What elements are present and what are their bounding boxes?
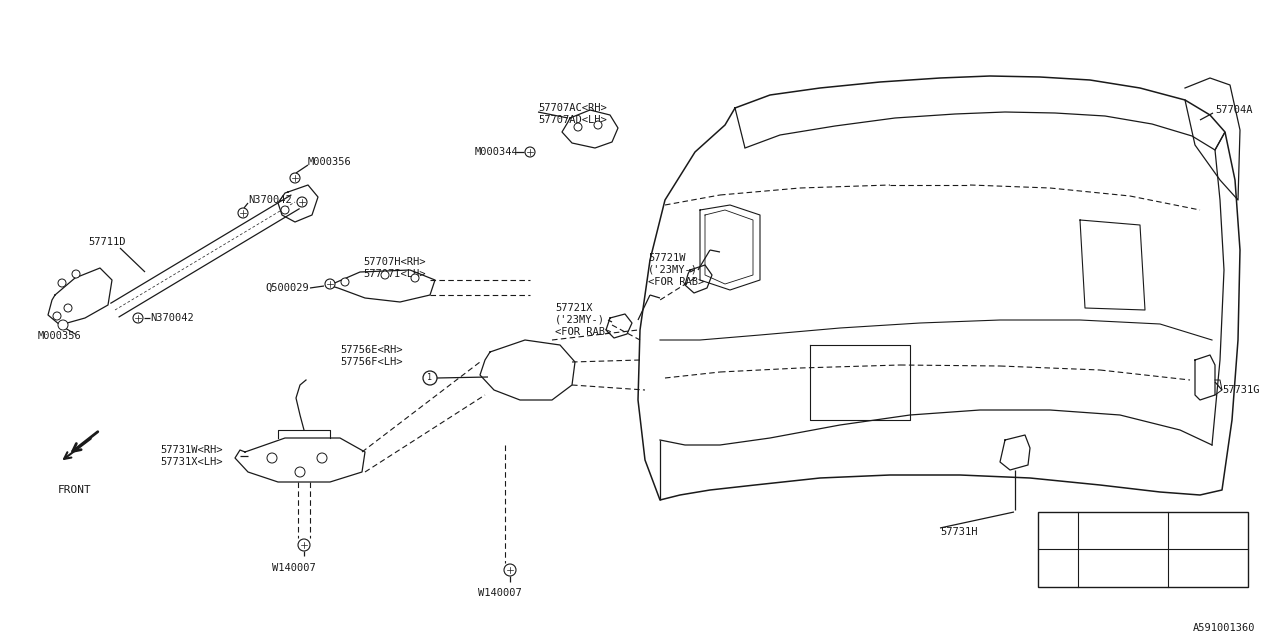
Circle shape (317, 453, 326, 463)
Text: Q500029: Q500029 (265, 283, 308, 293)
Text: 1: 1 (428, 374, 433, 383)
Text: 57707AD<LH>: 57707AD<LH> (538, 115, 607, 125)
Circle shape (282, 206, 289, 214)
Bar (1038, 512, 1248, 587)
Text: A591001360: A591001360 (1193, 623, 1254, 633)
Text: W140062: W140062 (1085, 525, 1129, 535)
Text: 57711D: 57711D (88, 237, 125, 247)
Text: 57704A: 57704A (1215, 105, 1253, 115)
Text: ('23MY-): ('23MY-) (556, 315, 605, 325)
Text: 57707I<LH>: 57707I<LH> (364, 269, 425, 279)
Text: 57707H<RH>: 57707H<RH> (364, 257, 425, 267)
Circle shape (573, 123, 582, 131)
Circle shape (325, 279, 335, 289)
Circle shape (238, 208, 248, 218)
Text: <FOR RAB>: <FOR RAB> (648, 277, 704, 287)
Text: 57731W<RH>: 57731W<RH> (160, 445, 223, 455)
Circle shape (1048, 539, 1068, 559)
Text: M000344: M000344 (475, 147, 518, 157)
Text: 57756E<RH>: 57756E<RH> (340, 345, 402, 355)
Circle shape (422, 371, 436, 385)
Circle shape (340, 278, 349, 286)
Text: 57721W: 57721W (648, 253, 686, 263)
Circle shape (64, 304, 72, 312)
Text: 57731X<LH>: 57731X<LH> (160, 457, 223, 467)
Text: M000356: M000356 (38, 331, 82, 341)
Circle shape (294, 467, 305, 477)
Text: 57756F<LH>: 57756F<LH> (340, 357, 402, 367)
Text: 1: 1 (1056, 545, 1061, 554)
Circle shape (268, 453, 276, 463)
Circle shape (297, 197, 307, 207)
Text: 57721X: 57721X (556, 303, 593, 313)
Text: M000356: M000356 (308, 157, 352, 167)
Text: W140007: W140007 (273, 563, 316, 573)
Circle shape (52, 312, 61, 320)
Circle shape (381, 271, 389, 279)
Circle shape (594, 121, 602, 129)
Circle shape (525, 147, 535, 157)
Text: < -2302>: < -2302> (1172, 525, 1222, 535)
Circle shape (504, 564, 516, 576)
Circle shape (72, 270, 79, 278)
Text: <FOR RAB>: <FOR RAB> (556, 327, 612, 337)
Text: N370042: N370042 (248, 195, 292, 205)
Circle shape (298, 539, 310, 551)
Circle shape (133, 313, 143, 323)
Circle shape (58, 320, 68, 330)
Circle shape (58, 279, 67, 287)
Text: ('23MY-): ('23MY-) (648, 265, 698, 275)
Text: 57707AC<RH>: 57707AC<RH> (538, 103, 607, 113)
Text: <2302- >: <2302- > (1172, 563, 1222, 573)
Circle shape (291, 173, 300, 183)
Text: FRONT: FRONT (58, 485, 92, 495)
Text: 57731G: 57731G (1222, 385, 1260, 395)
Circle shape (411, 274, 419, 282)
Text: W140081: W140081 (1085, 563, 1129, 573)
Text: W140007: W140007 (477, 588, 522, 598)
Text: 57731H: 57731H (940, 527, 978, 537)
Text: N370042: N370042 (150, 313, 193, 323)
